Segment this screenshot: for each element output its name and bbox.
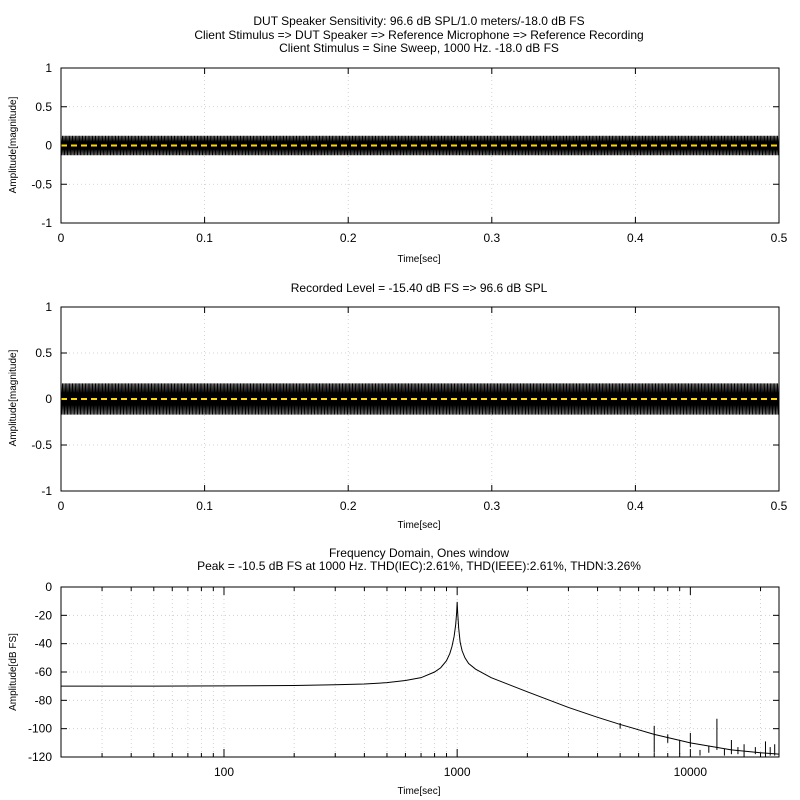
chart-title-line: DUT Speaker Sensitivity: 96.6 dB SPL/1.0… xyxy=(253,14,584,28)
x-tick-label: 0.3 xyxy=(483,499,500,513)
frequency-domain-plot: Frequency Domain, Ones window Peak = -10… xyxy=(8,546,780,797)
x-tick-label: 0.5 xyxy=(771,231,788,245)
recorded-signal-plot: Recorded Level = -15.40 dB FS => 96.6 dB… xyxy=(8,281,788,531)
x-tick-label: 0.4 xyxy=(627,499,644,513)
spectrum-series xyxy=(61,601,780,755)
signal-series xyxy=(60,135,780,156)
x-tick-label: 0.1 xyxy=(196,499,213,513)
y-tick-label: -0.5 xyxy=(31,177,52,191)
y-tick-label: -120 xyxy=(28,750,52,764)
y-axis-label: Amplitude[dB FS] xyxy=(8,633,19,711)
y-tick-label: 0.5 xyxy=(35,100,52,114)
x-tick-label: 10000 xyxy=(674,765,708,779)
x-tick-label: 0.2 xyxy=(340,499,357,513)
y-tick-label: 0 xyxy=(45,392,52,406)
y-tick-label: 0 xyxy=(45,580,52,594)
x-axis-label: Time[sec] xyxy=(398,254,441,265)
y-tick-label: -20 xyxy=(35,608,53,622)
y-axis-label: Amplitude[magnitude] xyxy=(8,96,19,193)
chart-title-line: Recorded Level = -15.40 dB FS => 96.6 dB… xyxy=(291,281,548,295)
signal-series xyxy=(60,383,780,415)
y-tick-label: -1 xyxy=(41,484,52,498)
plot-frame xyxy=(60,306,780,492)
y-tick-label: 1 xyxy=(45,61,52,75)
y-tick-label: -1 xyxy=(41,216,52,230)
y-tick-label: -100 xyxy=(28,722,52,736)
x-tick-label: 1000 xyxy=(444,765,471,779)
plot-frame xyxy=(60,67,780,224)
y-tick-label: 0.5 xyxy=(35,346,52,360)
x-tick-label: 0 xyxy=(58,231,65,245)
y-tick-label: -0.5 xyxy=(31,438,52,452)
x-tick-label: 0 xyxy=(58,499,65,513)
plot-frame xyxy=(60,586,780,758)
chart-title-line: Client Stimulus = Sine Sweep, 1000 Hz. -… xyxy=(279,41,559,55)
chart-title-line: Peak = -10.5 dB FS at 1000 Hz. THD(IEC):… xyxy=(197,559,641,573)
chart-title-line: Frequency Domain, Ones window xyxy=(329,546,509,560)
y-axis-label: Amplitude[magnitude] xyxy=(8,349,19,446)
y-tick-label: -80 xyxy=(35,693,53,707)
x-tick-label: 100 xyxy=(214,765,234,779)
y-tick-label: -60 xyxy=(35,665,53,679)
x-axis-label: Time[sec] xyxy=(398,520,441,531)
time-domain-stimulus-plot: DUT Speaker Sensitivity: 96.6 dB SPL/1.0… xyxy=(8,14,788,265)
x-tick-label: 0.2 xyxy=(340,231,357,245)
y-tick-label: 0 xyxy=(45,139,52,153)
chart-title-line: Client Stimulus => DUT Speaker => Refere… xyxy=(194,28,643,42)
x-tick-label: 0.3 xyxy=(483,231,500,245)
x-axis-label: Time[sec] xyxy=(398,786,441,797)
x-tick-label: 0.4 xyxy=(627,231,644,245)
y-tick-label: -40 xyxy=(35,637,53,651)
y-tick-label: 1 xyxy=(45,300,52,314)
x-tick-label: 0.1 xyxy=(196,231,213,245)
x-tick-label: 0.5 xyxy=(771,499,788,513)
